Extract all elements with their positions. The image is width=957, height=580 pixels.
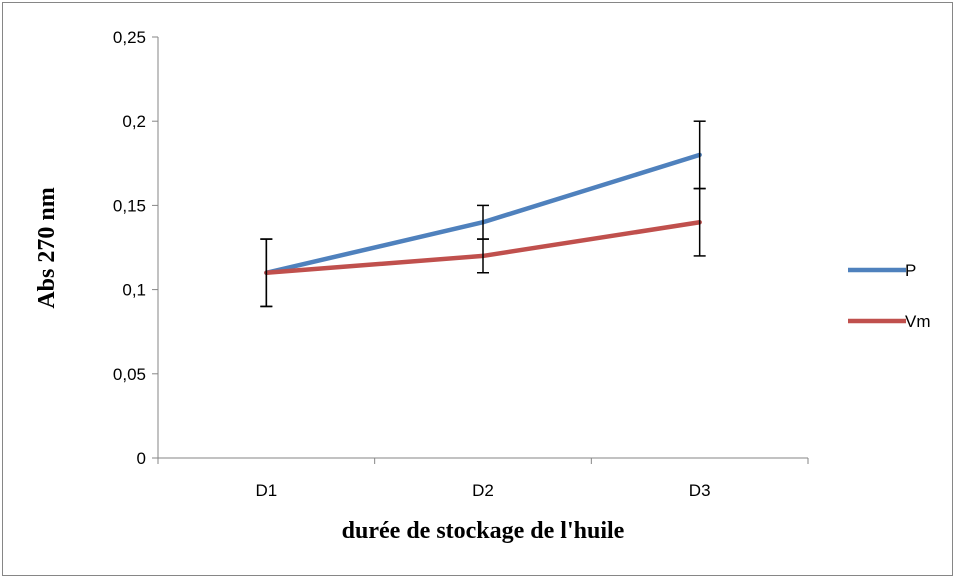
y-tick-label: 0	[137, 449, 146, 468]
y-axis-title: Abs 270 nm	[34, 187, 60, 308]
legend-label-vm: Vm	[905, 312, 931, 331]
x-tick-label: D1	[255, 481, 277, 500]
x-tick-label: D3	[689, 481, 711, 500]
error-bars	[260, 120, 706, 308]
legend: P Vm	[848, 261, 931, 331]
x-ticks: D1 D2 D3	[157, 458, 809, 500]
y-ticks: 0 0,05 0,1 0,15 0,2 0,25	[113, 28, 158, 468]
x-tick-label: D2	[472, 481, 494, 500]
x-axis-title: durée de stockage de l'huile	[342, 518, 625, 544]
y-tick-label: 0,25	[113, 28, 146, 47]
y-tick-label: 0,2	[122, 112, 146, 131]
y-tick-label: 0,15	[113, 196, 146, 215]
axes	[157, 37, 808, 459]
y-tick-label: 0,05	[113, 365, 146, 384]
legend-label-p: P	[905, 261, 916, 280]
y-tick-label: 0,1	[122, 281, 146, 300]
